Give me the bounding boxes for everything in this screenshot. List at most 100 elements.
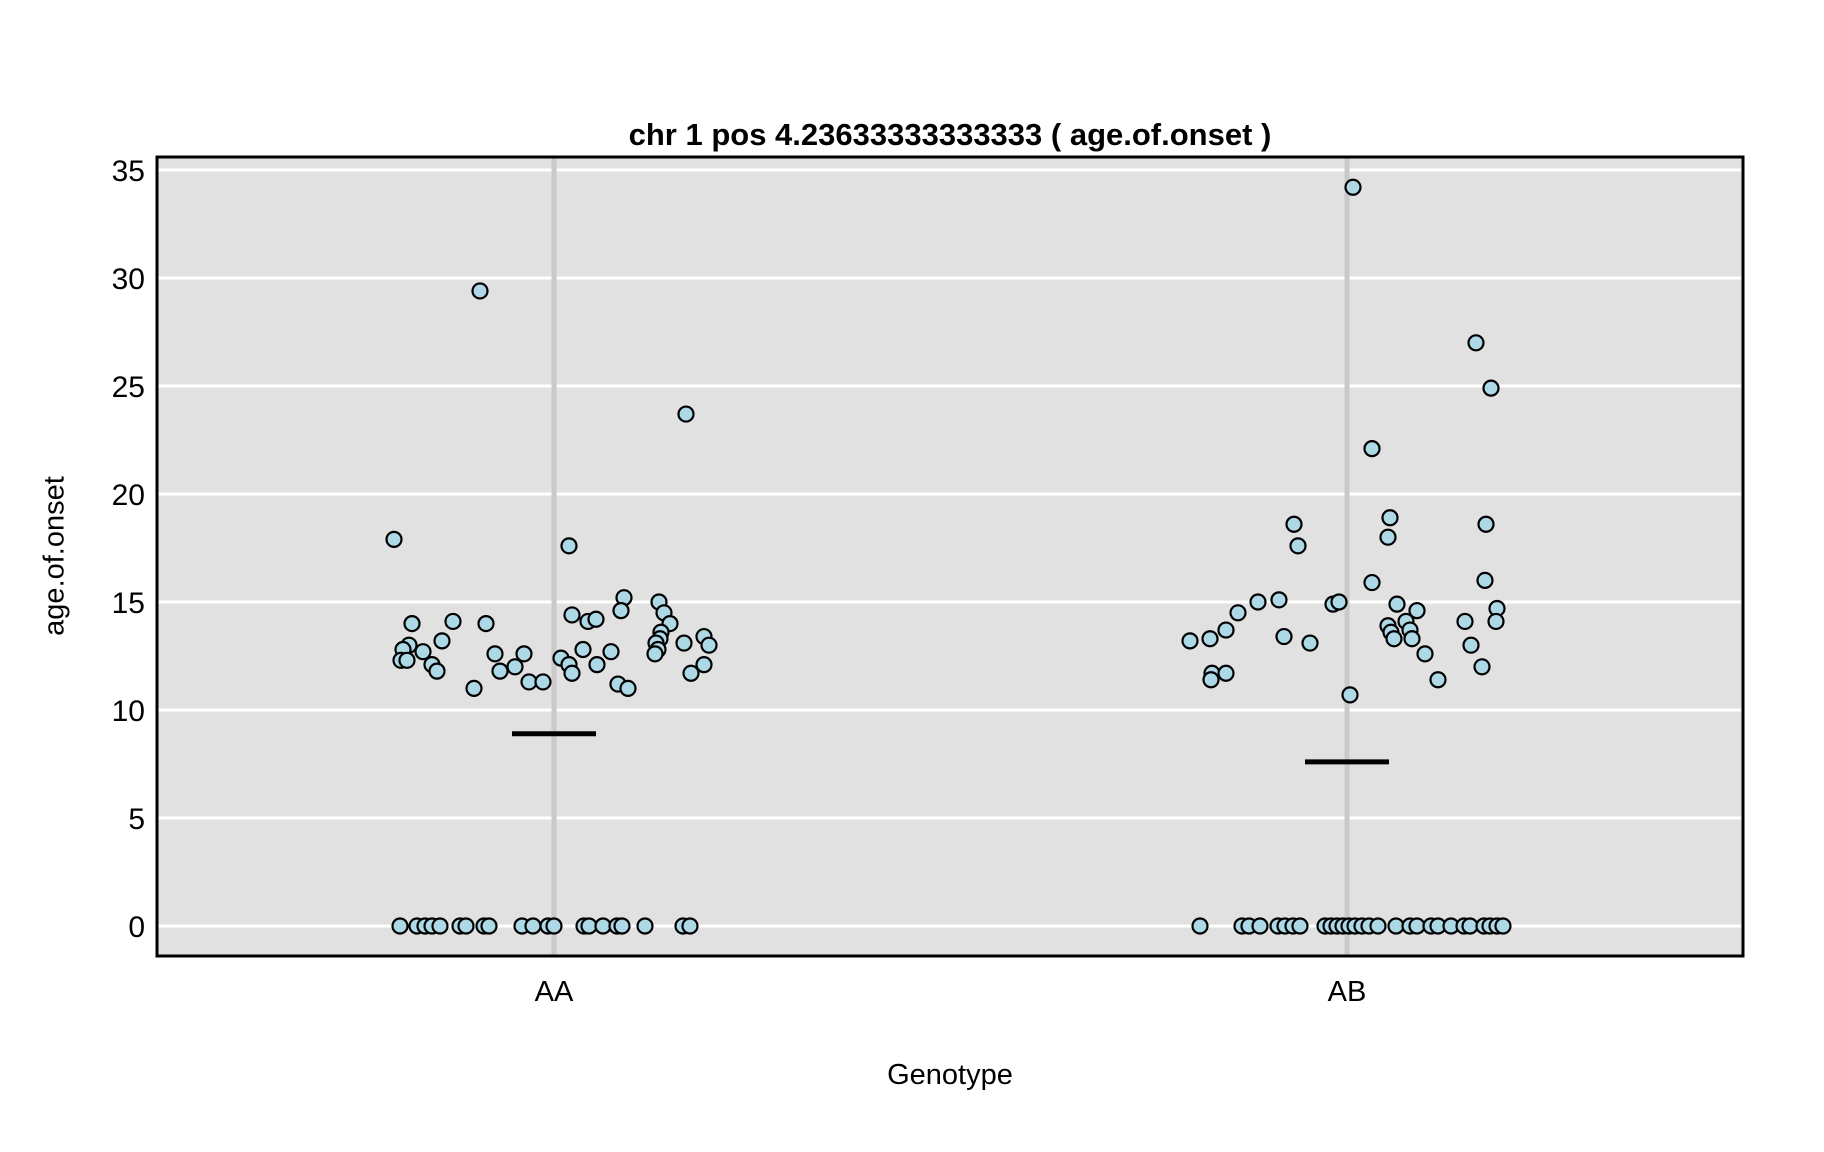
data-point	[1403, 630, 1421, 648]
data-point	[520, 673, 538, 691]
data-point	[1201, 630, 1219, 648]
data-point	[1482, 379, 1500, 397]
data-point	[1344, 178, 1362, 196]
data-point	[1456, 612, 1474, 631]
data-point	[480, 917, 498, 935]
data-point	[1275, 627, 1293, 646]
data-point	[563, 606, 581, 624]
data-point	[1202, 671, 1220, 689]
data-point	[1249, 593, 1267, 611]
data-point	[1217, 621, 1235, 639]
data-point	[1381, 509, 1399, 527]
data-point	[1330, 593, 1348, 611]
y-axis-label: age.of.onset	[38, 476, 71, 636]
data-point	[1487, 612, 1505, 631]
data-point	[1429, 671, 1447, 689]
y-tick-label: 25	[112, 371, 145, 404]
data-point	[1341, 686, 1359, 704]
data-point	[1217, 664, 1235, 682]
data-point	[491, 662, 509, 680]
data-point	[574, 640, 592, 659]
x-tick-label: AB	[1328, 976, 1367, 1008]
data-point	[457, 917, 475, 935]
data-point	[587, 610, 605, 628]
plot-panel	[157, 157, 1743, 956]
data-point	[1473, 658, 1491, 676]
data-point	[682, 664, 700, 682]
data-point	[1251, 917, 1269, 935]
data-point	[588, 656, 606, 674]
data-point	[613, 917, 631, 935]
x-tick-label: AA	[535, 976, 574, 1008]
y-tick-label: 10	[112, 695, 145, 728]
y-tick-label: 30	[112, 263, 145, 296]
data-point	[444, 612, 462, 631]
data-point	[515, 645, 533, 663]
x-axis-label: Genotype	[887, 1059, 1013, 1091]
data-point	[602, 643, 620, 661]
data-point	[1379, 528, 1397, 546]
data-point	[1387, 917, 1405, 935]
data-point	[431, 917, 449, 935]
data-point	[695, 656, 713, 674]
data-point	[1285, 515, 1303, 533]
data-point	[1461, 917, 1479, 935]
y-tick-label: 20	[112, 479, 145, 512]
data-point	[1369, 917, 1387, 935]
data-point	[1181, 632, 1199, 650]
data-point	[1191, 917, 1209, 935]
data-point	[391, 917, 409, 935]
data-point	[677, 405, 695, 423]
data-point	[700, 636, 718, 654]
data-point	[471, 282, 489, 300]
y-tick-label: 15	[112, 587, 145, 620]
data-point	[1462, 636, 1480, 654]
data-point	[636, 917, 654, 935]
data-point	[1467, 334, 1485, 352]
data-point	[1494, 917, 1512, 935]
data-point	[428, 662, 446, 680]
data-point	[1291, 917, 1309, 935]
data-point	[1416, 645, 1434, 663]
data-point	[385, 530, 403, 548]
data-point	[1408, 917, 1426, 935]
data-point	[1385, 630, 1403, 648]
data-point	[1363, 573, 1381, 592]
data-point	[681, 917, 699, 935]
data-point	[1408, 602, 1426, 620]
data-point	[486, 645, 504, 663]
data-point	[619, 679, 637, 698]
data-point	[1270, 591, 1288, 609]
data-point	[594, 917, 612, 935]
data-point	[612, 602, 630, 620]
panel-border	[155, 155, 1745, 958]
chart-title: chr 1 pos 4.23633333333333 ( age.of.onse…	[628, 117, 1272, 152]
data-point	[563, 664, 581, 682]
data-point	[675, 634, 693, 652]
data-point	[398, 651, 416, 669]
data-point	[1289, 537, 1307, 555]
data-point	[1229, 604, 1247, 622]
data-point	[1477, 515, 1495, 533]
data-point	[1388, 595, 1406, 613]
data-point	[465, 679, 483, 698]
data-point	[1363, 440, 1381, 458]
y-tick-label: 0	[128, 911, 145, 944]
data-point	[403, 614, 421, 633]
data-point	[1476, 571, 1494, 590]
data-point	[1301, 634, 1319, 652]
data-point	[524, 917, 542, 935]
y-tick-label: 35	[112, 155, 145, 188]
data-point	[646, 645, 664, 663]
data-point	[506, 658, 524, 676]
data-point	[545, 917, 563, 935]
data-point	[580, 917, 598, 935]
y-tick-label: 5	[128, 803, 145, 836]
data-point	[477, 614, 495, 633]
data-point	[433, 632, 451, 650]
data-point	[560, 537, 578, 555]
data-point	[534, 673, 552, 691]
data-point	[414, 643, 432, 661]
